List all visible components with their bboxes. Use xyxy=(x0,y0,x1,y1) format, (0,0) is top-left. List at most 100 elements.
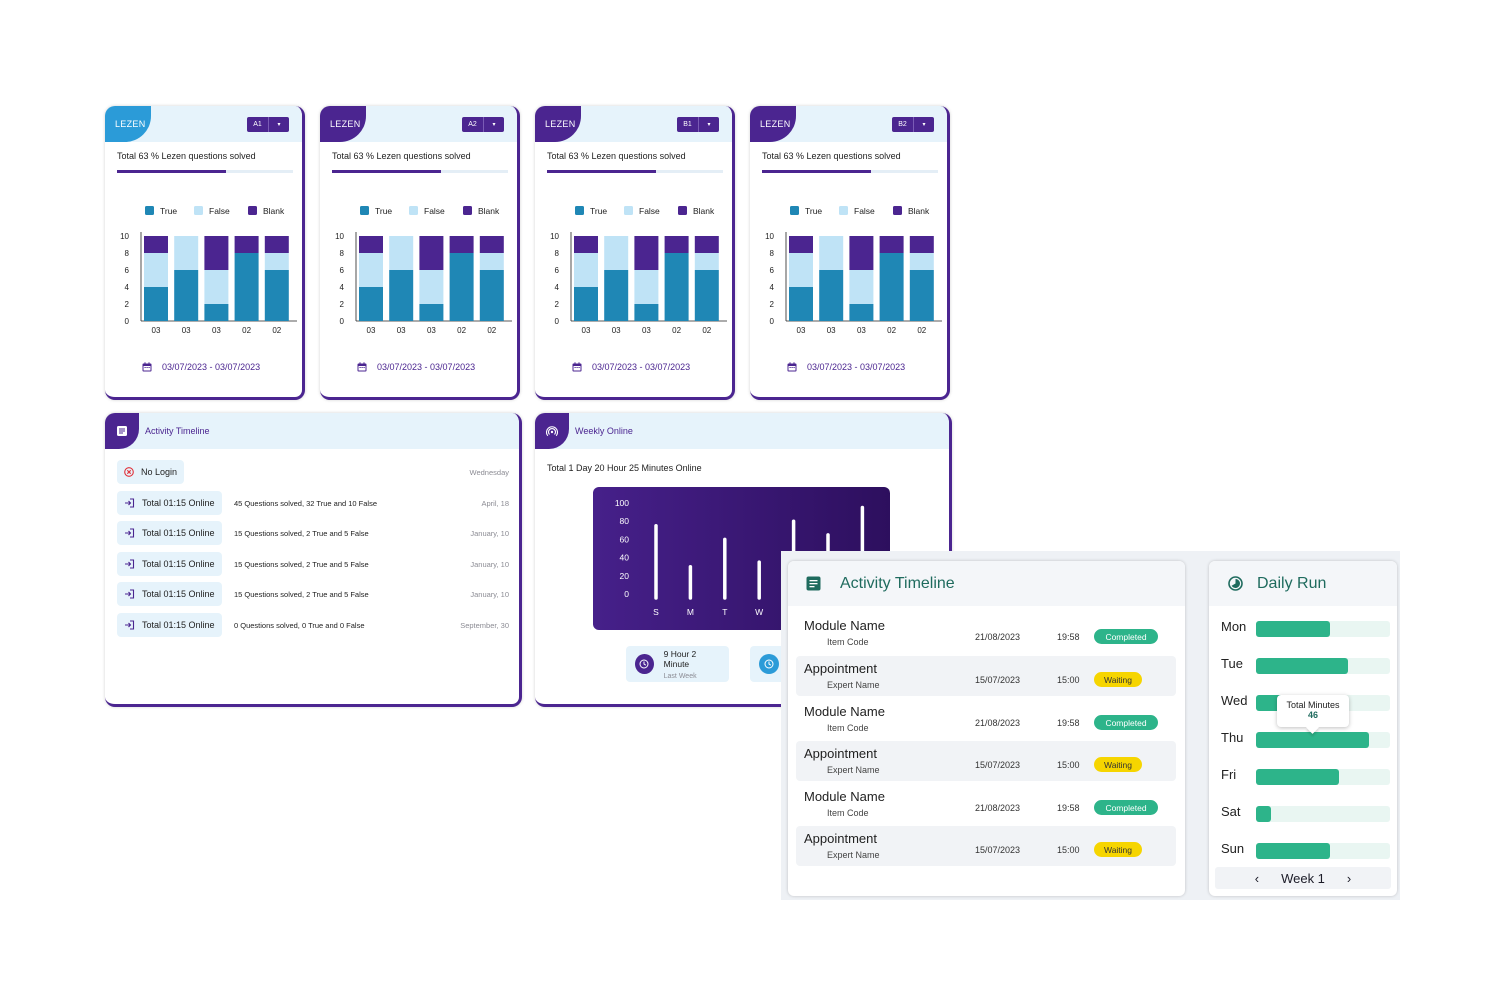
bar-segment-true xyxy=(389,270,414,321)
bar-segment-true xyxy=(144,287,168,321)
y-tick-label: 0 xyxy=(770,317,775,326)
lezen-date-range[interactable]: 03/07/2023 - 03/07/2023 xyxy=(572,362,690,372)
daily-run-row: Sat xyxy=(1209,802,1397,822)
timeline-row[interactable]: Appointment Expert Name 15/07/2023 15:00 Wai… xyxy=(796,656,1176,696)
daily-run-bar[interactable] xyxy=(1256,621,1330,637)
activity-timeline-title: Activity Timeline xyxy=(145,426,210,436)
next-week-button[interactable]: › xyxy=(1346,870,1352,886)
bar-segment-false xyxy=(389,236,414,270)
lezen-card: LEZEN A1 ▾ Total 63 % Lezen questions solve… xyxy=(105,106,305,400)
bar-segment-true xyxy=(909,270,934,321)
y-tick-label: 6 xyxy=(770,266,775,275)
timeline-row[interactable]: Module Name Item Code 21/08/2023 19:58 Compl… xyxy=(796,784,1176,824)
x-tick-label: 03 xyxy=(582,326,591,335)
legend-swatch xyxy=(360,206,369,215)
legend-label: Blank xyxy=(478,206,500,216)
prev-week-button[interactable]: ‹ xyxy=(1254,870,1260,886)
legend-swatch xyxy=(409,206,418,215)
signal-icon xyxy=(546,426,558,437)
timeline-row[interactable]: Module Name Item Code 21/08/2023 19:58 Compl… xyxy=(796,613,1176,653)
timeline-row[interactable]: Module Name Item Code 21/08/2023 19:58 Compl… xyxy=(796,699,1176,739)
daily-run-bar[interactable] xyxy=(1256,769,1340,785)
bar-segment-true xyxy=(264,270,289,321)
timeline-row[interactable]: Appointment Expert Name 15/07/2023 15:00 Wai… xyxy=(796,741,1176,781)
activity-row: Total 01:15 Online 15 Questions solved, 2… xyxy=(117,521,509,545)
activity-date: January, 10 xyxy=(470,529,509,538)
x-tick-label: 03 xyxy=(612,326,621,335)
x-tick-label: 03 xyxy=(827,326,836,335)
level-dropdown[interactable]: B2 ▾ xyxy=(892,117,934,132)
timeline-row[interactable]: Appointment Expert Name 15/07/2023 15:00 Wai… xyxy=(796,826,1176,866)
y-tick-label: 8 xyxy=(125,249,130,258)
tooltip-value: 46 xyxy=(1307,710,1318,720)
lezen-progress-fill xyxy=(117,170,227,173)
level-value: A1 xyxy=(247,117,269,132)
activity-chip: Total 01:15 Online xyxy=(117,491,222,515)
daily-run-row: Fri xyxy=(1209,765,1397,785)
activity-chip: Total 01:15 Online xyxy=(117,613,222,637)
bar-segment-blank xyxy=(479,236,504,253)
notes-icon xyxy=(117,426,127,436)
lezen-progress-fill xyxy=(332,170,442,173)
y-tick-label: 2 xyxy=(125,300,130,309)
bar-segment-true xyxy=(819,270,844,321)
level-dropdown[interactable]: B1 ▾ xyxy=(677,117,719,132)
daily-run-track xyxy=(1256,806,1390,822)
legend-swatch xyxy=(194,206,203,215)
activity-row: Total 01:15 Online 15 Questions solved, 2… xyxy=(117,582,509,606)
timeline-row-date: 21/08/2023 xyxy=(975,718,1021,728)
timeline-row-name: Module Name xyxy=(804,789,885,804)
x-tick-label: 03 xyxy=(152,326,161,335)
daily-run-day: Tue xyxy=(1221,656,1243,671)
daily-run-row: Thu xyxy=(1209,728,1397,748)
daily-run-bar[interactable] xyxy=(1256,843,1330,859)
activity-timeline-header xyxy=(105,413,519,449)
bar-segment-blank xyxy=(419,236,444,270)
daily-run-day: Mon xyxy=(1221,619,1247,634)
bar-segment-true xyxy=(849,304,874,321)
login-icon xyxy=(125,589,135,599)
x-tick-label: 02 xyxy=(917,326,926,335)
daily-run-day: Sun xyxy=(1221,841,1245,856)
activity-timeline-large-card: Activity Timeline Module Name Item Code 21… xyxy=(788,561,1185,896)
timeline-row-sub: Item Code xyxy=(827,723,869,733)
activity-row: No Login Wednesday xyxy=(117,460,509,484)
bar-segment-blank xyxy=(449,236,474,253)
lezen-date-range[interactable]: 03/07/2023 - 03/07/2023 xyxy=(787,362,905,372)
x-tick-label: 03 xyxy=(212,326,221,335)
x-tick-label: 02 xyxy=(887,326,896,335)
bar-segment-true xyxy=(359,287,383,321)
daily-run-bar[interactable] xyxy=(1256,658,1349,674)
daily-run-bar[interactable] xyxy=(1256,806,1271,822)
date-range-text: 03/07/2023 - 03/07/2023 xyxy=(807,362,906,372)
bar-segment-blank xyxy=(909,236,934,253)
daily-run-header xyxy=(1209,561,1397,606)
bar-segment-false xyxy=(909,253,934,270)
x-tick-label: 02 xyxy=(272,326,281,335)
clock-icon xyxy=(635,654,654,674)
bar-segment-false xyxy=(694,253,719,270)
bar-segment-false xyxy=(604,236,629,270)
lezen-total-text: Total 63 % Lezen questions solved xyxy=(547,151,686,161)
lezen-date-range[interactable]: 03/07/2023 - 03/07/2023 xyxy=(357,362,475,372)
daily-run-track xyxy=(1256,732,1390,748)
lezen-date-range[interactable]: 03/07/2023 - 03/07/2023 xyxy=(142,362,260,372)
y-tick-label: 60 xyxy=(620,534,630,544)
level-dropdown[interactable]: A2 ▾ xyxy=(462,117,504,132)
clock-icon xyxy=(759,654,779,674)
status-badge: Completed xyxy=(1094,629,1158,644)
x-tick-label: 03 xyxy=(182,326,191,335)
bar-segment-true xyxy=(574,287,598,321)
daily-run-bar[interactable] xyxy=(1256,732,1369,748)
daily-run-day: Fri xyxy=(1221,767,1237,782)
bar-segment-true xyxy=(419,304,444,321)
last-week-value: 9 Hour 2 Minute xyxy=(663,648,697,669)
legend-label: False xyxy=(639,206,660,216)
activity-desc: 15 Questions solved, 2 True and 5 False xyxy=(234,529,369,538)
timeline-row-date: 21/08/2023 xyxy=(975,632,1021,642)
tooltip-label: Total Minutes xyxy=(1286,700,1340,710)
level-dropdown[interactable]: A1 ▾ xyxy=(247,117,289,132)
calendar-icon xyxy=(572,362,582,372)
bar-segment-false xyxy=(574,253,598,287)
